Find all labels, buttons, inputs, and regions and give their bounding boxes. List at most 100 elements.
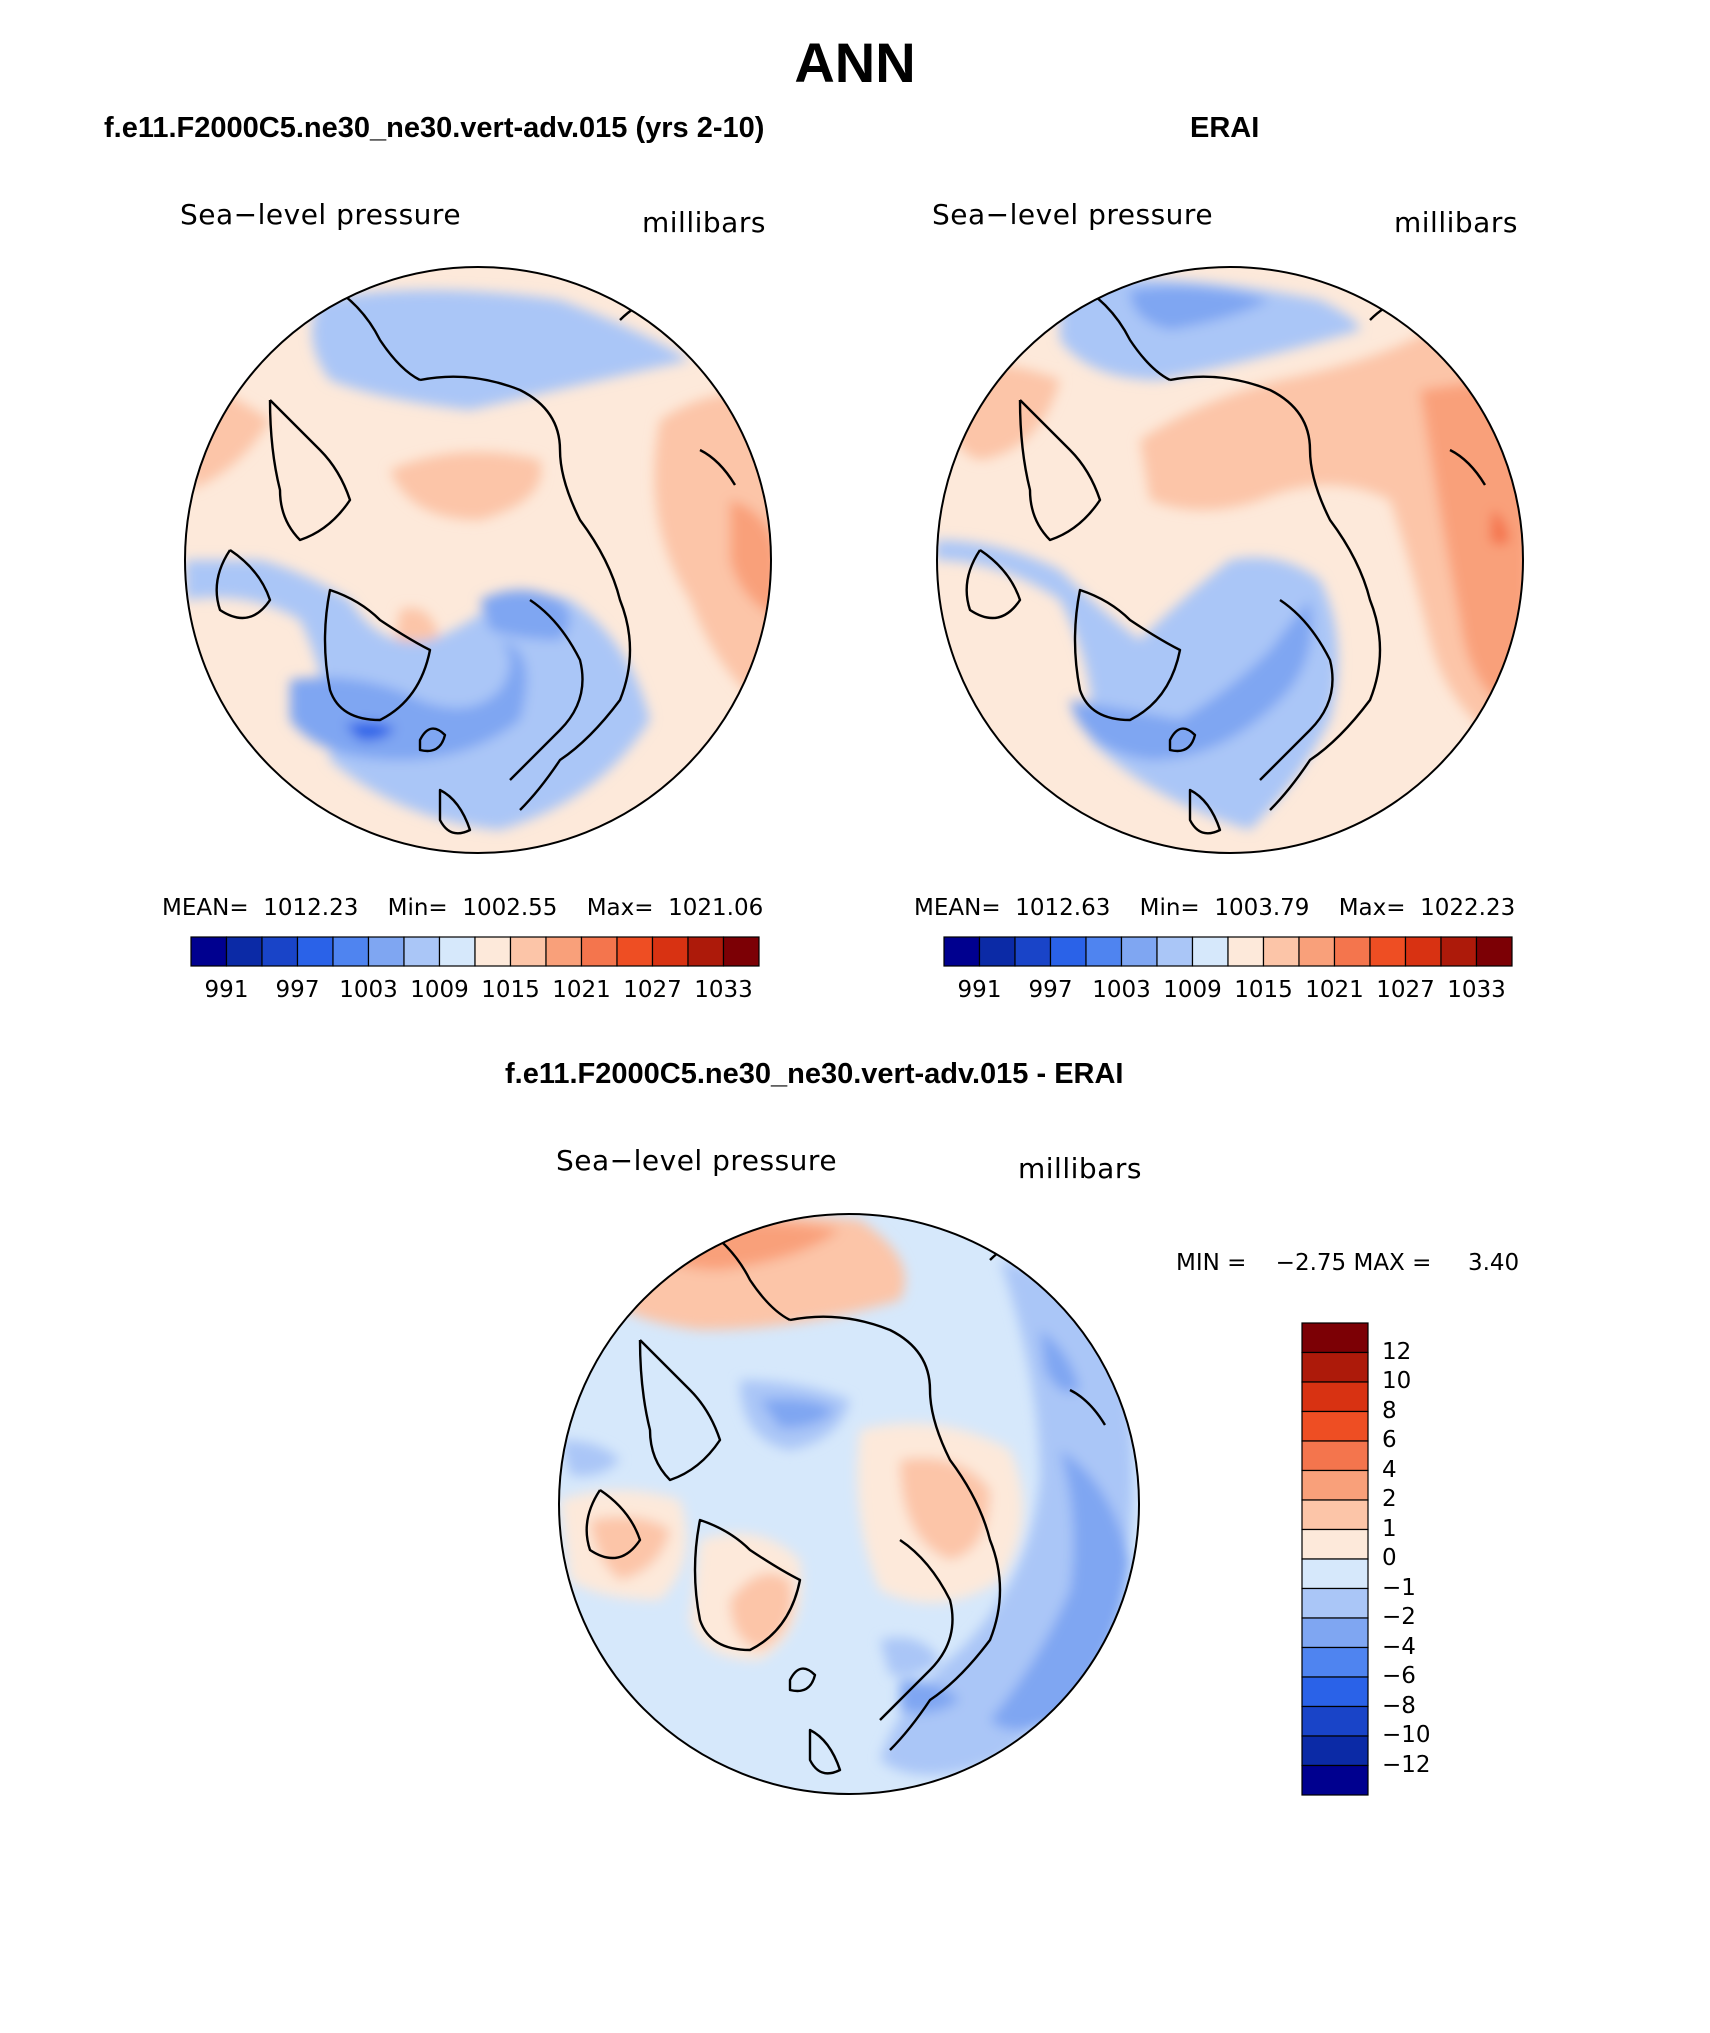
colorbar-swatch: [651, 936, 689, 967]
colorbar-swatch: [1301, 1705, 1369, 1737]
model-stats: MEAN= 1012.23 Min= 1002.55 Max= 1021.06: [162, 895, 763, 921]
colorbar-swatch: [1156, 936, 1194, 967]
colorbar-swatch: [1333, 936, 1371, 967]
colorbar-swatch: [1301, 1469, 1369, 1501]
colorbar-tick-label: 997: [1028, 977, 1073, 1003]
colorbar-tick-label: 991: [204, 977, 249, 1003]
colorbar-tick-label: 1033: [1447, 977, 1506, 1003]
colorbar-tick-label: 1009: [1163, 977, 1222, 1003]
obs-map: [937, 267, 1523, 853]
colorbar-swatch: [1301, 1617, 1369, 1649]
colorbar-tick-label: 10: [1382, 1368, 1412, 1394]
colorbar-swatch: [1301, 1764, 1369, 1796]
colorbar-swatch: [296, 936, 334, 967]
colorbar-swatch: [509, 936, 547, 967]
colorbar-tick-label: 1021: [1305, 977, 1364, 1003]
obs-units-label: millibars: [1394, 206, 1518, 239]
obs-map-border: [936, 266, 1524, 854]
model-min-label: Min=: [387, 895, 448, 921]
model-map: [185, 267, 771, 853]
colorbar-tick-label: −2: [1382, 1604, 1416, 1630]
colorbar-swatch: [1301, 1322, 1369, 1354]
model-variable-label: Sea−level pressure: [180, 198, 462, 231]
colorbar-swatch: [1301, 1499, 1369, 1531]
model-panel-title: f.e11.F2000C5.ne30_ne30.vert-adv.015 (yr…: [104, 112, 765, 144]
obs-panel-title: ERAI: [1190, 112, 1260, 144]
colorbar-swatch: [687, 936, 725, 967]
colorbar-swatch: [1191, 936, 1229, 967]
colorbar-tick-label: 1027: [623, 977, 682, 1003]
colorbar-swatch: [225, 936, 263, 967]
obs-colorbar: [943, 936, 1513, 967]
colorbar-swatch: [1085, 936, 1123, 967]
diff-min-label: MIN =: [1176, 1250, 1247, 1276]
colorbar-swatch: [1014, 936, 1052, 967]
obs-min-value: 1003.79: [1214, 895, 1310, 921]
model-mean-label: MEAN=: [162, 895, 249, 921]
model-colorbar: [190, 936, 760, 967]
colorbar-swatch: [261, 936, 299, 967]
colorbar-tick-label: 1015: [1234, 977, 1293, 1003]
colorbar-swatch: [616, 936, 654, 967]
colorbar-swatch: [1301, 1646, 1369, 1678]
diff-map: [559, 1214, 1139, 1794]
colorbar-swatch: [1301, 1558, 1369, 1590]
colorbar-tick-label: −6: [1382, 1663, 1416, 1689]
colorbar-tick-label: 0: [1382, 1545, 1397, 1571]
colorbar-tick-label: −10: [1382, 1722, 1431, 1748]
diff-minmax: MIN = −2.75 MAX = 3.40: [1176, 1250, 1519, 1276]
colorbar-swatch: [545, 936, 583, 967]
colorbar-swatch: [1262, 936, 1300, 967]
model-units-label: millibars: [642, 206, 766, 239]
colorbar-swatch: [474, 936, 512, 967]
colorbar-swatch: [1301, 1735, 1369, 1767]
colorbar-swatch: [580, 936, 618, 967]
colorbar-swatch: [1440, 936, 1478, 967]
colorbar-swatch: [1120, 936, 1158, 967]
colorbar-tick-label: 2: [1382, 1486, 1397, 1512]
diff-panel-title: f.e11.F2000C5.ne30_ne30.vert-adv.015 - E…: [505, 1058, 1124, 1090]
colorbar-swatch: [403, 936, 441, 967]
colorbar-swatch: [332, 936, 370, 967]
colorbar-swatch: [1301, 1676, 1369, 1708]
model-max-value: 1021.06: [668, 895, 764, 921]
colorbar-tick-label: 4: [1382, 1456, 1397, 1483]
colorbar-swatch: [1301, 1587, 1369, 1619]
colorbar-swatch: [943, 936, 981, 967]
colorbar-swatch: [1301, 1410, 1369, 1442]
colorbar-swatch: [1301, 1351, 1369, 1383]
colorbar-tick-label: 8: [1382, 1397, 1397, 1424]
colorbar-tick-label: 991: [957, 977, 1002, 1003]
colorbar-tick-label: −1: [1382, 1574, 1416, 1601]
colorbar-tick-label: 1009: [410, 977, 469, 1003]
obs-stats: MEAN= 1012.63 Min= 1003.79 Max= 1022.23: [914, 895, 1515, 921]
colorbar-swatch: [1227, 936, 1265, 967]
colorbar-swatch: [438, 936, 476, 967]
diff-max-label: MAX =: [1353, 1250, 1432, 1276]
colorbar-swatch: [1301, 1528, 1369, 1560]
diff-units-label: millibars: [1018, 1152, 1142, 1185]
model-map-border: [184, 266, 772, 854]
diff-map-border: [558, 1213, 1140, 1795]
colorbar-tick-label: −8: [1382, 1692, 1416, 1719]
obs-max-label: Max=: [1338, 895, 1406, 921]
colorbar-swatch: [1369, 936, 1407, 967]
diff-colorbar: [1301, 1322, 1369, 1796]
obs-mean-label: MEAN=: [914, 895, 1001, 921]
colorbar-swatch: [190, 936, 228, 967]
colorbar-tick-label: 1027: [1376, 977, 1435, 1003]
colorbar-swatch: [1301, 1381, 1369, 1413]
colorbar-tick-label: 12: [1382, 1338, 1412, 1365]
model-min-value: 1002.55: [462, 895, 558, 921]
obs-min-label: Min=: [1139, 895, 1200, 921]
colorbar-swatch: [1475, 936, 1513, 967]
colorbar-swatch: [1301, 1440, 1369, 1472]
colorbar-tick-label: 997: [275, 977, 320, 1003]
diff-max-value: 3.40: [1467, 1250, 1520, 1276]
model-max-label: Max=: [586, 895, 654, 921]
model-mean-value: 1012.23: [263, 895, 359, 921]
colorbar-swatch: [722, 936, 760, 967]
colorbar-swatch: [1404, 936, 1442, 967]
obs-max-value: 1022.23: [1420, 895, 1516, 921]
colorbar-swatch: [1298, 936, 1336, 967]
